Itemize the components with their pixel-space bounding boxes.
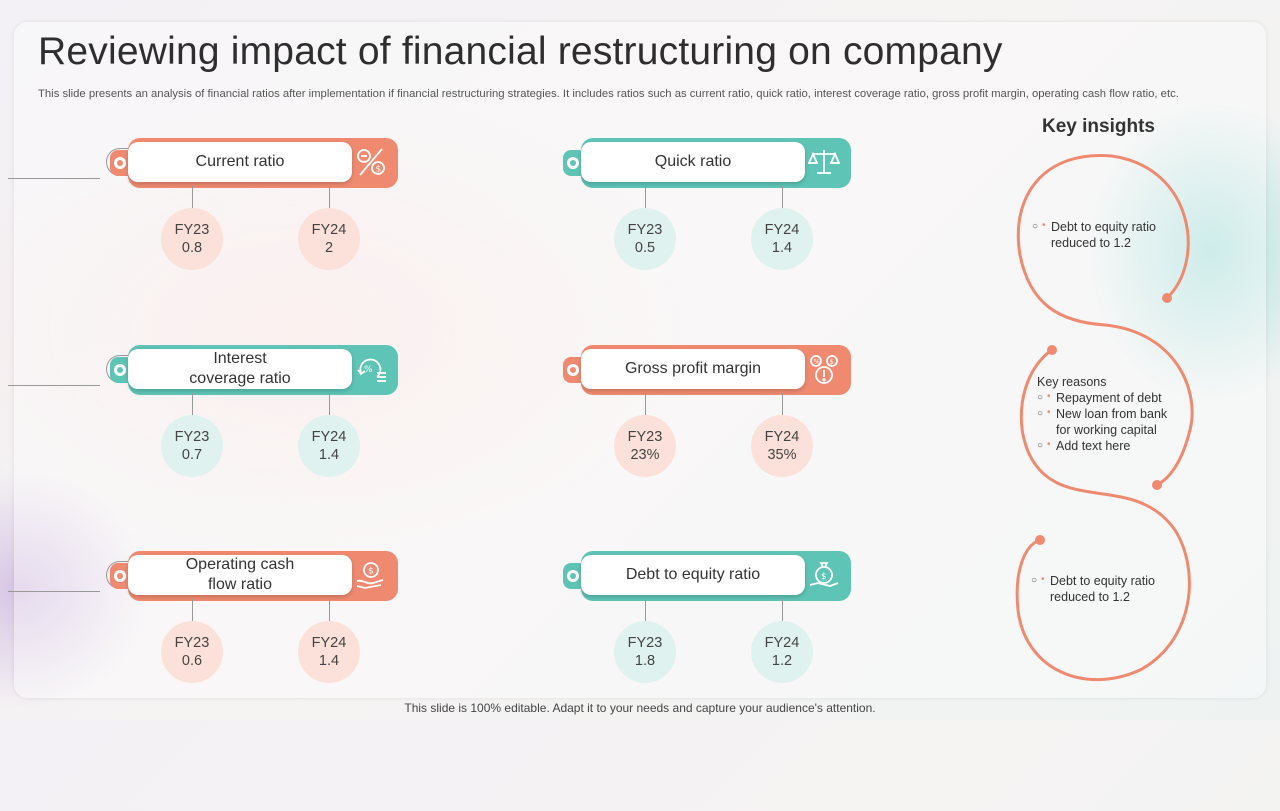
slide-subtitle: This slide presents an analysis of finan…: [38, 88, 1179, 100]
insight-item: Debt to equity ratio reduced to 1.2: [1031, 572, 1181, 605]
cash-hand-icon: $: [351, 555, 391, 595]
fy23-value-circle: FY23 1.8: [614, 621, 676, 683]
insight-item: New loan from bank for working capital: [1037, 405, 1185, 438]
svg-text:$: $: [376, 165, 382, 175]
ratio-header: Interest coverage ratio %: [128, 345, 398, 395]
insight-block-2: Key reasons Repayment of debt New loan f…: [1037, 374, 1185, 454]
ratio-label: Debt to equity ratio: [581, 555, 805, 595]
fy23-value-circle: FY23 0.7: [161, 415, 223, 477]
fy23-value-circle: FY23 23%: [614, 415, 676, 477]
ratio-card-gross-profit-margin: Gross profit margin % $ FY23 23% FY24 35%: [533, 345, 853, 605]
svg-text:%: %: [814, 358, 821, 366]
insight-item: Repayment of debt: [1037, 389, 1185, 406]
svg-text:$: $: [821, 572, 827, 582]
insight-block-1: Debt to equity ratio reduced to 1.2: [1032, 218, 1182, 251]
svg-text:$: $: [368, 567, 374, 577]
ratio-header: Current ratio $: [128, 138, 398, 188]
ratio-header: Debt to equity ratio $: [581, 551, 851, 601]
connector-line: [8, 385, 100, 386]
connector-line: [8, 591, 100, 592]
ratio-card-debt-to-equity: Debt to equity ratio $ FY23 1.8 FY24 1.2: [533, 551, 853, 811]
fy24-value-circle: FY24 35%: [751, 415, 813, 477]
fy23-value-circle: FY23 0.5: [614, 208, 676, 270]
fy24-value-circle: FY24 1.4: [298, 621, 360, 683]
ratio-header: Operating cash flow ratio $: [128, 551, 398, 601]
ratio-header: Gross profit margin % $: [581, 345, 851, 395]
ratio-label: Current ratio: [128, 142, 352, 182]
fy23-value-circle: FY23 0.8: [161, 208, 223, 270]
ratio-label: Interest coverage ratio: [128, 349, 352, 389]
connector-line: [8, 178, 100, 179]
percent-cycle-icon: %: [351, 349, 391, 389]
ratio-card-operating-cash-flow: Operating cash flow ratio $ FY23 0.6 FY24…: [8, 551, 400, 811]
ratio-calculator-icon: $: [351, 142, 391, 182]
ratio-card-quick: Quick ratio FY23 0.5 FY24 1.4: [533, 138, 853, 398]
svg-text:%: %: [364, 365, 373, 375]
slide-title: Reviewing impact of financial restructur…: [38, 30, 1003, 73]
insight-item: Add text here: [1037, 437, 1185, 454]
svg-text:$: $: [830, 358, 834, 366]
insights-title: Key insights: [1042, 116, 1155, 137]
ratio-header: Quick ratio: [581, 138, 851, 188]
fy24-value-circle: FY24 2: [298, 208, 360, 270]
insight-heading: Key reasons: [1037, 375, 1107, 389]
ratio-card-current: Current ratio $ FY23 0.8 FY24 2: [8, 138, 400, 398]
money-bag-hand-icon: $: [804, 555, 844, 595]
fy24-value-circle: FY24 1.4: [751, 208, 813, 270]
profit-percent-icon: % $: [804, 349, 844, 389]
ratio-card-interest-coverage: Interest coverage ratio % FY23 0.7 FY24 1.…: [8, 345, 400, 605]
fy24-value-circle: FY24 1.2: [751, 621, 813, 683]
balance-scale-icon: [804, 142, 844, 182]
ratio-label: Quick ratio: [581, 142, 805, 182]
ratio-label: Operating cash flow ratio: [128, 555, 352, 595]
insight-item: Debt to equity ratio reduced to 1.2: [1032, 218, 1182, 251]
ratio-label: Gross profit margin: [581, 349, 805, 389]
slide-footer: This slide is 100% editable. Adapt it to…: [404, 701, 876, 715]
fy23-value-circle: FY23 0.6: [161, 621, 223, 683]
insight-block-3: Debt to equity ratio reduced to 1.2: [1031, 572, 1181, 605]
fy24-value-circle: FY24 1.4: [298, 415, 360, 477]
